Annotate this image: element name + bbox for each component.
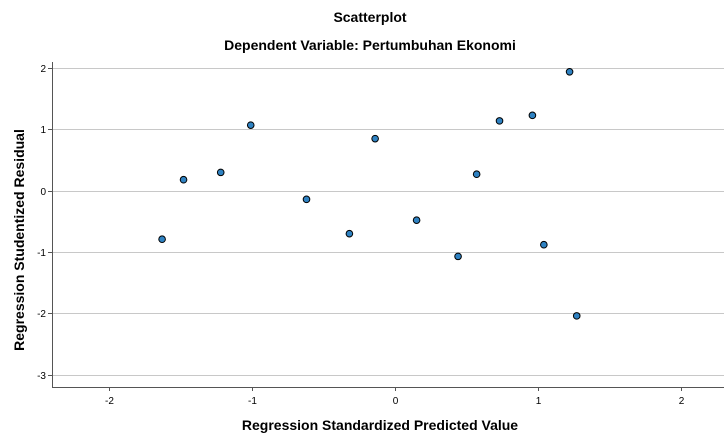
scatter-point [216, 168, 225, 177]
x-tick-label: -1 [248, 396, 257, 407]
scatter-point [572, 312, 581, 320]
scatter-point [302, 195, 311, 204]
y-tick-label: 0 [40, 187, 46, 198]
axes [48, 62, 724, 391]
chart-subtitle: Dependent Variable: Pertumbuhan Ekonomi [224, 37, 516, 53]
x-tick-label: -2 [105, 396, 114, 407]
scatter-point [528, 111, 537, 120]
scatter-point [540, 240, 548, 249]
chart-title: Scatterplot [333, 9, 406, 25]
scatter-point [495, 117, 504, 125]
x-tick-label: 1 [536, 396, 542, 407]
scatter-point [565, 68, 574, 76]
y-tick-label: -2 [37, 309, 46, 320]
y-tick-label: -3 [37, 371, 46, 382]
x-tick-label: 0 [393, 396, 399, 407]
scatter-point [412, 216, 421, 225]
scatter-point [179, 175, 188, 184]
scatter-point [454, 252, 462, 261]
x-tick-label: 2 [679, 396, 685, 407]
y-tick-label: 2 [40, 64, 46, 75]
scatter-point [246, 121, 255, 129]
scatter-point [371, 134, 379, 143]
data-points [158, 68, 581, 320]
grid-lines [52, 68, 724, 376]
y-tick-label: -1 [37, 248, 46, 259]
tick-labels: 2 1 0 -1 -2 -3 -2 -1 0 1 2 [37, 64, 685, 407]
scatter-point [345, 229, 354, 238]
x-axis-title: Regression Standardized Predicted Value [242, 417, 518, 433]
y-axis-title: Regression Studentized Residual [11, 129, 27, 351]
scatter-point [158, 235, 166, 244]
y-tick-label: 1 [40, 125, 46, 136]
scatter-point [472, 170, 481, 179]
